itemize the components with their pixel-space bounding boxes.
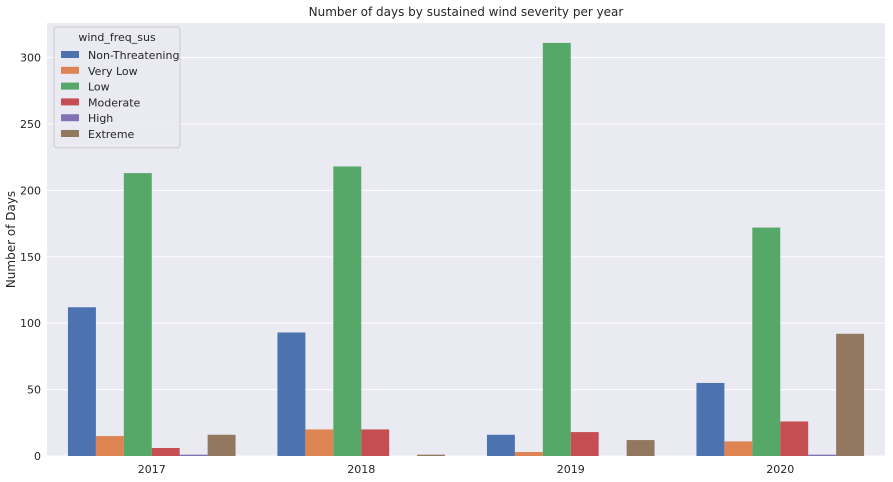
bar-moderate-2019 bbox=[570, 432, 599, 456]
bar-high-2020 bbox=[808, 454, 837, 456]
bar-extreme-2017 bbox=[207, 434, 236, 456]
bar-extreme-2020 bbox=[836, 333, 865, 456]
legend-item: Low bbox=[61, 81, 110, 94]
legend-swatch bbox=[61, 98, 79, 106]
y-tick-label: 50 bbox=[27, 384, 41, 397]
bar-moderate-2018 bbox=[361, 429, 390, 456]
bar-moderate-2017 bbox=[151, 448, 180, 456]
bar-non-threatening-2018 bbox=[277, 332, 306, 456]
x-axis: 2017 2018 2019 2020 bbox=[138, 463, 795, 476]
bar-non-threatening-2017 bbox=[67, 307, 96, 456]
bar-extreme-2018 bbox=[417, 454, 446, 456]
bar-moderate-2020 bbox=[780, 421, 809, 456]
bar-high-2017 bbox=[179, 454, 208, 456]
legend-box bbox=[53, 26, 181, 149]
legend-item: Very Low bbox=[61, 65, 138, 78]
bar-very-low-2019 bbox=[514, 452, 543, 456]
bars bbox=[67, 42, 865, 457]
legend-label: Non-Threatening bbox=[88, 49, 179, 62]
legend-swatch bbox=[61, 66, 79, 74]
bar-low-2018 bbox=[333, 166, 362, 456]
bar-very-low-2018 bbox=[305, 429, 334, 456]
y-axis: 0 50 100 150 200 250 300 bbox=[20, 52, 41, 463]
y-tick-label: 200 bbox=[20, 184, 41, 197]
legend-item: High bbox=[61, 112, 113, 125]
y-tick-label: 300 bbox=[20, 52, 41, 65]
bar-very-low-2020 bbox=[724, 441, 753, 456]
legend: wind_freq_sus Non-Threatening Very Low Low… bbox=[53, 26, 181, 149]
chart-title: Number of days by sustained wind severit… bbox=[309, 5, 624, 19]
plot-area bbox=[47, 23, 885, 456]
bar-extreme-2019 bbox=[626, 440, 655, 456]
legend-item: Moderate bbox=[61, 96, 141, 109]
y-tick-label: 100 bbox=[20, 317, 41, 330]
bar-very-low-2017 bbox=[95, 436, 124, 456]
x-tick-label: 2018 bbox=[347, 463, 375, 476]
legend-label: Extreme bbox=[88, 128, 135, 141]
legend-label: Very Low bbox=[88, 65, 138, 78]
legend-swatch bbox=[61, 130, 79, 137]
bar-low-2020 bbox=[752, 227, 781, 456]
bar-low-2019 bbox=[542, 42, 571, 457]
bar-low-2017 bbox=[123, 173, 152, 456]
legend-items: Non-Threatening Very Low Low Moderate High Ex… bbox=[61, 49, 179, 141]
legend-item: Non-Threatening bbox=[61, 49, 179, 62]
legend-swatch bbox=[61, 114, 79, 122]
x-tick-label: 2017 bbox=[138, 463, 166, 476]
y-tick-label: 150 bbox=[20, 251, 41, 264]
x-tick-label: 2020 bbox=[766, 463, 794, 476]
legend-swatch bbox=[61, 82, 79, 90]
bar-non-threatening-2019 bbox=[486, 434, 515, 456]
y-tick-label: 0 bbox=[34, 450, 41, 463]
legend-label: High bbox=[88, 112, 113, 125]
bar-non-threatening-2020 bbox=[696, 382, 725, 456]
y-axis-label: Number of Days bbox=[4, 191, 18, 288]
y-tick-label: 250 bbox=[20, 118, 41, 131]
legend-item: Extreme bbox=[61, 128, 135, 141]
x-tick-label: 2019 bbox=[557, 463, 585, 476]
legend-label: Moderate bbox=[88, 96, 141, 109]
legend-title: wind_freq_sus bbox=[78, 31, 156, 44]
legend-swatch bbox=[61, 51, 79, 58]
legend-label: Low bbox=[88, 81, 110, 94]
